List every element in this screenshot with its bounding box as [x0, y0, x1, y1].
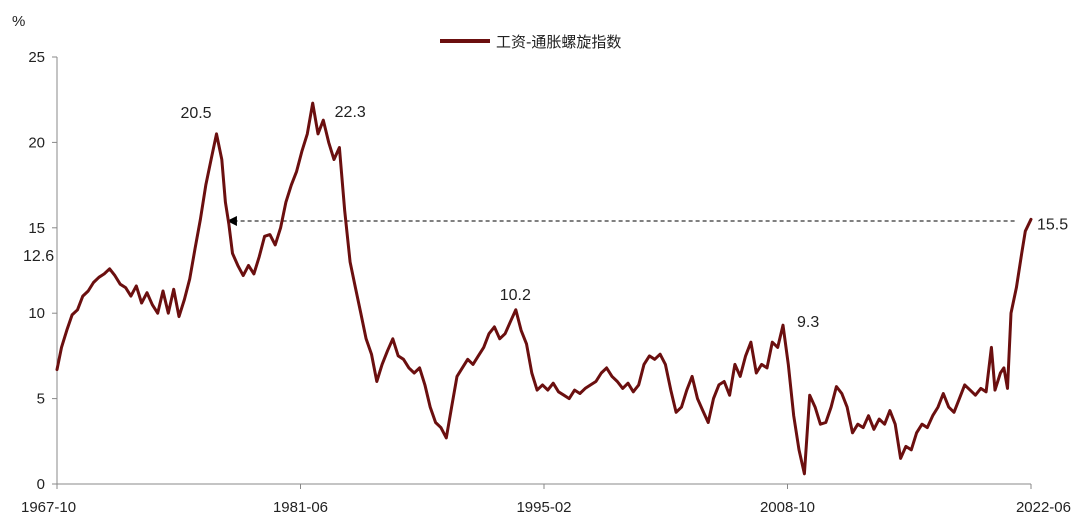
y-tick-label: 25 [28, 49, 45, 66]
y-tick-label: 10 [28, 305, 45, 322]
x-ticks: 1967-10 1981-06 1995-02 2008-10 2022-06 [21, 484, 1071, 516]
data-label-10-2: 10.2 [500, 287, 531, 304]
legend: 工资-通胀螺旋指数 [440, 33, 621, 51]
y-ticks: 0 5 10 15 20 25 [28, 49, 57, 493]
x-tick-label: 1967-10 [21, 499, 76, 516]
data-label-20-5: 20.5 [180, 105, 211, 122]
x-tick-label: 1995-02 [516, 499, 571, 516]
data-label-9-3: 9.3 [797, 314, 819, 331]
y-axis-unit-label: % [12, 13, 25, 30]
y-tick-label: 5 [37, 391, 45, 408]
y-tick-label: 0 [37, 476, 45, 493]
data-label-15-5: 15.5 [1037, 216, 1068, 233]
series-line-wage-inflation-spiral [55, 101, 1033, 476]
annotations: 12.6 20.5 22.3 10.2 9.3 15.5 [23, 104, 1068, 331]
x-tick-label: 1981-06 [273, 499, 328, 516]
data-label-22-3: 22.3 [335, 104, 366, 121]
x-tick-label: 2022-06 [1016, 499, 1071, 516]
y-tick-label: 20 [28, 134, 45, 151]
legend-label: 工资-通胀螺旋指数 [496, 33, 621, 51]
y-tick-label: 15 [28, 220, 45, 237]
data-label-12-6: 12.6 [23, 248, 54, 265]
x-tick-label: 2008-10 [760, 499, 815, 516]
